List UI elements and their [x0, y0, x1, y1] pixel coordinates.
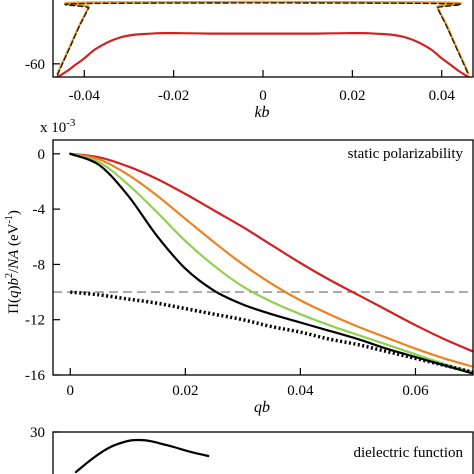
series-line-1-0: [69, 152, 473, 353]
series-line-1-4: [70, 290, 473, 374]
panel-top: -60 -0.04 -0.02 0 0.02 0.04 kb: [25, 0, 474, 121]
y-tick-label: -4: [33, 202, 46, 218]
panel-bottom-ticks: 30: [30, 425, 60, 441]
series-line-2-0: [74, 438, 210, 474]
x-tick-label: -0.04: [69, 88, 101, 104]
panel-middle-ylabel: Π(q)b2/NA (eV-1): [4, 210, 22, 314]
panel-middle-ticks: 0 -4 -8 -12 -16 0 0.02 0.04 0.06: [25, 147, 429, 399]
panel-bottom: 30 dielectric function: [30, 425, 474, 474]
series-line-1-2: [69, 152, 473, 374]
series-line-0-0: [56, 31, 470, 77]
x-tick-label: 0.04: [429, 88, 456, 104]
y-tick-label: -16: [25, 368, 45, 384]
x-tick-label: 0.06: [402, 383, 429, 399]
x-tick-label: -0.02: [158, 88, 189, 104]
y-scale-exponent: -3: [66, 117, 76, 129]
panel-bottom-title: dielectric function: [353, 445, 463, 461]
series-line-0-2: [56, 2, 470, 76]
y-tick-label: -8: [33, 257, 46, 273]
panel-top-ticks: -60 -0.04 -0.02 0 0.02 0.04: [25, 57, 455, 104]
y-scale-base: x 10: [40, 120, 66, 136]
y-tick-label: 0: [38, 147, 46, 163]
x-tick-label: 0.02: [172, 383, 198, 399]
y-tick-label: -12: [25, 313, 45, 329]
x-tick-label: 0: [259, 88, 267, 104]
y-scale-factor: x 10-3: [40, 117, 76, 136]
panel-middle-series: [53, 152, 473, 375]
y-tick-label: -60: [25, 57, 45, 73]
series-line-1-1: [69, 152, 473, 368]
x-tick-label: 0: [67, 383, 75, 399]
x-tick-label: 0.04: [287, 383, 314, 399]
panel-bottom-series: [74, 438, 210, 474]
x-tick-label: 0.02: [339, 88, 365, 104]
y-tick-label: 30: [30, 425, 45, 441]
panel-top-series: [56, 0, 470, 77]
panel-bottom-frame: [52, 431, 474, 474]
panel-middle: x 10-3 0 -4 -8 -12 -16 0 0.02 0.04 0.06 static p…: [4, 117, 474, 416]
panel-middle-title: static polarizability: [348, 146, 464, 162]
panel-top-xlabel: kb: [254, 104, 269, 121]
panel-middle-xlabel: qb: [254, 399, 270, 416]
panel-middle-frame: [52, 139, 474, 376]
